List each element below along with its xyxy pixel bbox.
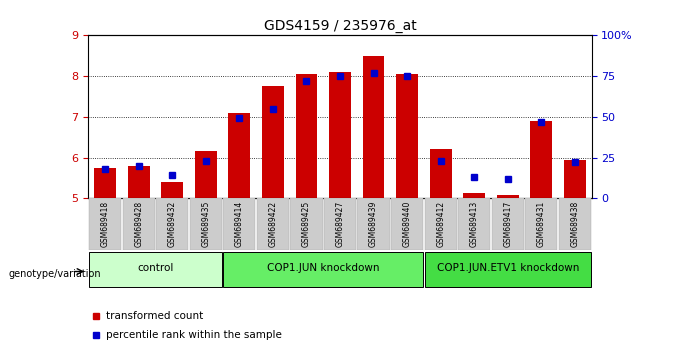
Bar: [128, 166, 150, 198]
Text: GSM689431: GSM689431: [537, 201, 546, 247]
Text: GSM689412: GSM689412: [436, 201, 445, 247]
Bar: [262, 86, 284, 198]
Bar: [290, 198, 322, 250]
Text: GSM689422: GSM689422: [269, 201, 277, 247]
Text: COP1.JUN.ETV1 knockdown: COP1.JUN.ETV1 knockdown: [437, 263, 579, 273]
Bar: [95, 168, 116, 198]
Text: GSM689435: GSM689435: [201, 201, 210, 247]
Bar: [358, 198, 390, 250]
Bar: [530, 121, 552, 198]
Bar: [525, 198, 558, 250]
Text: genotype/variation: genotype/variation: [8, 269, 101, 279]
Bar: [564, 160, 585, 198]
Text: percentile rank within the sample: percentile rank within the sample: [106, 330, 282, 340]
Bar: [362, 56, 384, 198]
Bar: [497, 195, 519, 198]
Title: GDS4159 / 235976_at: GDS4159 / 235976_at: [264, 19, 416, 33]
Bar: [463, 193, 485, 198]
Text: transformed count: transformed count: [106, 311, 203, 321]
Bar: [430, 149, 452, 198]
Bar: [228, 113, 250, 198]
Bar: [458, 198, 490, 250]
Bar: [156, 198, 188, 250]
Text: GSM689438: GSM689438: [571, 201, 579, 247]
Bar: [257, 198, 289, 250]
Bar: [195, 152, 217, 198]
Text: GSM689418: GSM689418: [101, 201, 109, 247]
Text: GSM689417: GSM689417: [503, 201, 512, 247]
Bar: [161, 182, 183, 198]
Bar: [396, 74, 418, 198]
Bar: [190, 198, 222, 250]
Bar: [424, 198, 457, 250]
Text: GSM689439: GSM689439: [369, 201, 378, 247]
Bar: [89, 251, 222, 287]
Bar: [329, 72, 351, 198]
Text: COP1.JUN knockdown: COP1.JUN knockdown: [267, 263, 379, 273]
Text: GSM689427: GSM689427: [335, 201, 345, 247]
Bar: [223, 251, 423, 287]
Bar: [559, 198, 591, 250]
Text: GSM689414: GSM689414: [235, 201, 244, 247]
Bar: [424, 251, 591, 287]
Bar: [391, 198, 423, 250]
Bar: [223, 198, 256, 250]
Text: control: control: [137, 263, 173, 273]
Bar: [296, 74, 318, 198]
Bar: [122, 198, 155, 250]
Text: GSM689428: GSM689428: [134, 201, 143, 247]
Bar: [324, 198, 356, 250]
Text: GSM689413: GSM689413: [470, 201, 479, 247]
Bar: [89, 198, 121, 250]
Bar: [492, 198, 524, 250]
Text: GSM689432: GSM689432: [168, 201, 177, 247]
Text: GSM689440: GSM689440: [403, 201, 411, 247]
Text: GSM689425: GSM689425: [302, 201, 311, 247]
